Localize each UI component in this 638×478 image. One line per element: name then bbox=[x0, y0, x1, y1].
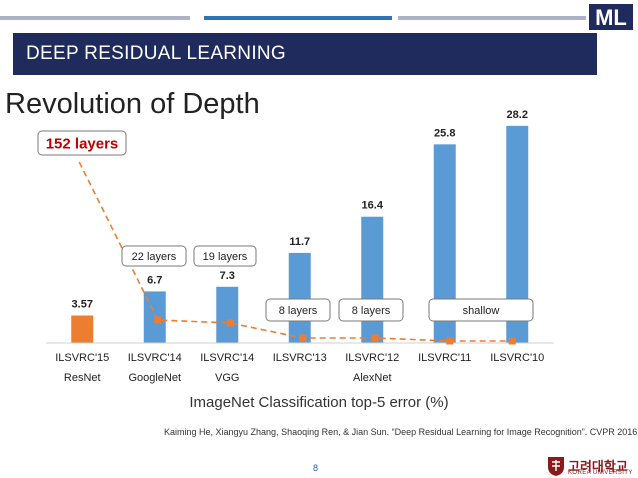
bar-value-label-0: 3.57 bbox=[72, 299, 93, 311]
depth-annotation-label-1: 22 layers bbox=[132, 251, 177, 263]
depth-annotation-box-3 bbox=[265, 298, 331, 322]
university-logo: 고려대학교 KOREA UNIVERSITY bbox=[546, 455, 636, 477]
svg-text:ML: ML bbox=[595, 5, 627, 30]
bar-5 bbox=[433, 144, 456, 343]
header-bar: DEEP RESIDUAL LEARNING bbox=[13, 33, 597, 75]
x-tick-label-2: ILSVRC'14 bbox=[200, 352, 254, 364]
depth-annotation-label-5: shallow bbox=[463, 305, 500, 317]
depth-marker-4 bbox=[371, 334, 379, 342]
bar-value-label-5: 25.8 bbox=[434, 127, 455, 139]
x-tick-label-4: ILSVRC'12 bbox=[345, 352, 399, 364]
depth-marker-1 bbox=[154, 316, 162, 324]
bar-6 bbox=[506, 125, 529, 343]
x-tick-label-1: ILSVRC'14 bbox=[128, 352, 182, 364]
bar-0 bbox=[71, 315, 94, 343]
depth-marker-5 bbox=[446, 337, 454, 345]
bar-2 bbox=[216, 286, 239, 343]
bar-3 bbox=[288, 252, 311, 343]
depth-annotation-label-2: 19 layers bbox=[203, 251, 248, 263]
depth-marker-3 bbox=[299, 334, 307, 342]
top-accent-bar-gray-1 bbox=[0, 16, 190, 20]
bar-value-label-4: 16.4 bbox=[362, 200, 384, 212]
x-tick-label-3: ILSVRC'13 bbox=[273, 352, 327, 364]
chart-caption: ImageNet Classification top-5 error (%) bbox=[189, 394, 449, 411]
slide-title: Revolution of Depth bbox=[5, 88, 260, 120]
depth-marker-6 bbox=[508, 337, 516, 345]
depth-annotation-label-3: 8 layers bbox=[279, 305, 318, 317]
university-name-korean: 고려대학교 bbox=[568, 459, 628, 474]
x-tick-label-0: ILSVRC'15 bbox=[55, 352, 109, 364]
x-tick-sublabel-1: GoogleNet bbox=[128, 372, 181, 384]
depth-marker-2 bbox=[226, 319, 234, 327]
header-title: DEEP RESIDUAL LEARNING bbox=[26, 43, 287, 64]
top-accent-bar-blue bbox=[204, 16, 392, 20]
bar-value-label-2: 7.3 bbox=[220, 270, 235, 282]
x-tick-sublabel-4: AlexNet bbox=[353, 372, 392, 384]
bar-value-label-1: 6.7 bbox=[147, 274, 162, 286]
page-number: 8 bbox=[313, 463, 319, 473]
depth-annotation-box-1 bbox=[121, 245, 187, 267]
x-tick-sublabel-0: ResNet bbox=[64, 372, 101, 384]
depth-annotation-label-4: 8 layers bbox=[352, 305, 391, 317]
depth-annotation-label-0: 152 layers bbox=[46, 135, 119, 152]
depth-annotation-box-0 bbox=[37, 130, 127, 156]
bar-value-label-6: 28.2 bbox=[507, 109, 528, 121]
x-tick-label-6: ILSVRC'10 bbox=[490, 352, 544, 364]
university-seal-icon bbox=[548, 457, 564, 476]
depth-annotation-box-4 bbox=[338, 298, 404, 322]
ml-logo: ML bbox=[589, 4, 633, 30]
x-tick-label-5: ILSVRC'11 bbox=[418, 352, 471, 364]
depth-annotation-box-2 bbox=[193, 245, 257, 267]
university-name-english: KOREA UNIVERSITY bbox=[568, 470, 633, 476]
bar-value-label-3: 11.7 bbox=[289, 236, 310, 248]
bar-4 bbox=[361, 216, 384, 343]
depth-annotation-box-5 bbox=[428, 298, 534, 322]
citation: Kaiming He, Xiangyu Zhang, Shaoqing Ren,… bbox=[164, 427, 638, 437]
top-accent-bar-gray-2 bbox=[398, 16, 586, 20]
x-tick-sublabel-2: VGG bbox=[215, 372, 239, 384]
